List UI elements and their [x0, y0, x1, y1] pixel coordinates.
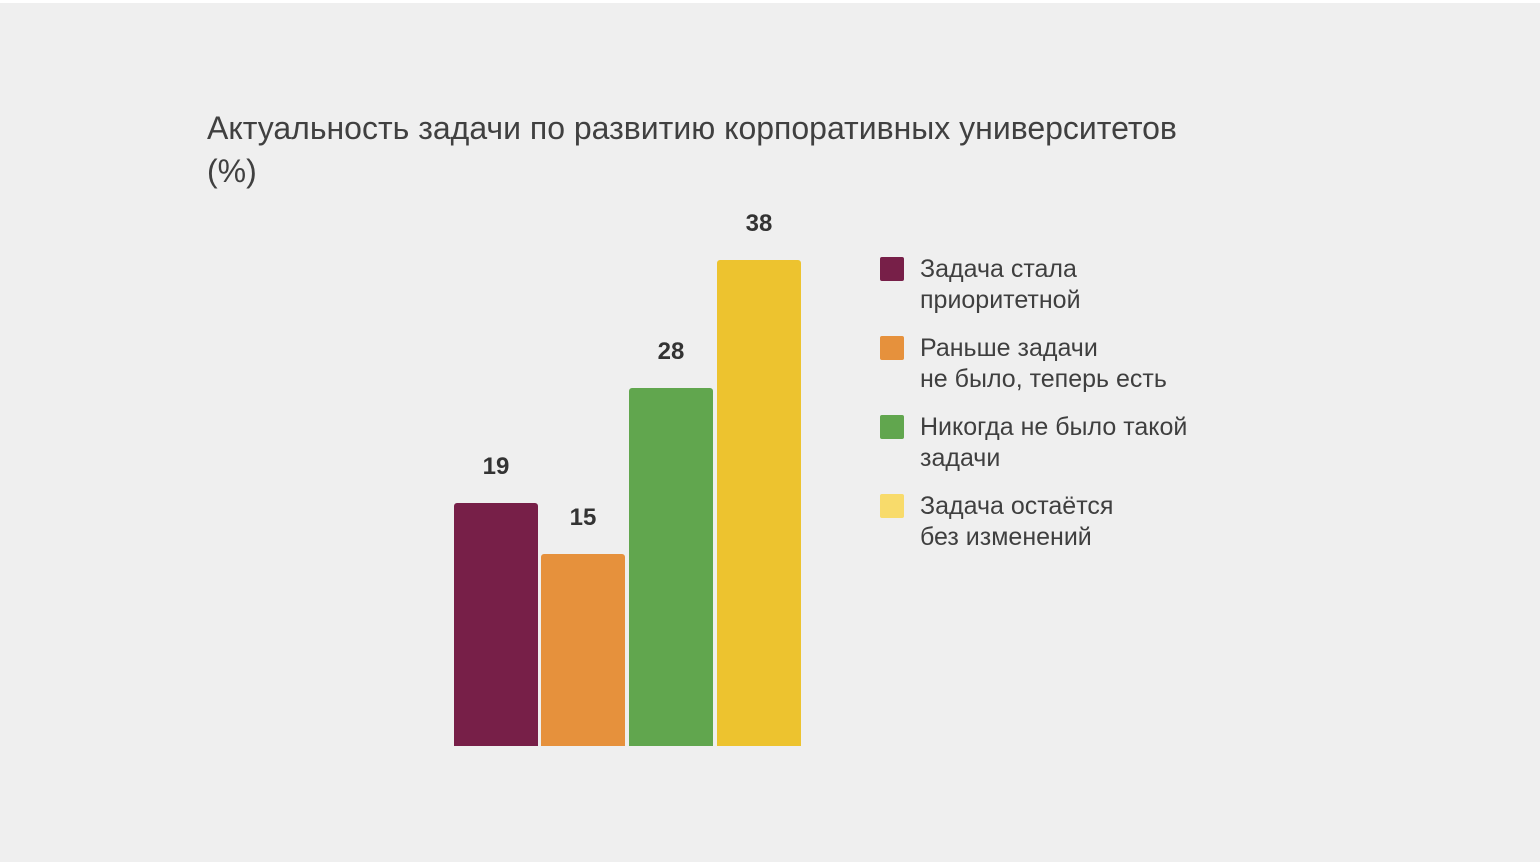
legend-label: Задача стала приоритетной — [920, 254, 1081, 316]
top-white-strip — [0, 0, 1540, 3]
legend-swatch-orange — [880, 336, 904, 360]
legend-label-line: без изменений — [920, 523, 1092, 551]
bar-3-никогда — [629, 387, 713, 746]
legend-label-line: задачи — [920, 444, 1001, 472]
legend-swatch-yellow — [880, 494, 904, 518]
bar-1-задача — [454, 502, 538, 746]
legend-label: Раньше задачи не было, теперь есть — [920, 333, 1167, 395]
legend-label-line: Никогда не было такой — [920, 413, 1188, 441]
chart-title-line-1: Актуальность задачи по развитию корпорат… — [207, 110, 1177, 146]
legend-item-never-task: Никогда не было такой задачи — [880, 412, 1187, 474]
bar-value-label-2: 15 — [569, 504, 597, 531]
legend-label: Никогда не было такой задачи — [920, 412, 1187, 474]
legend-item-priority: Задача стала приоритетной — [880, 254, 1187, 316]
bar-2-раньше — [541, 554, 625, 746]
legend-swatch-green — [880, 415, 904, 439]
bar-value-label-4: 38 — [745, 209, 773, 237]
legend-label-line: Раньше задачи — [920, 334, 1098, 362]
legend-label-line: не было, теперь есть — [920, 365, 1167, 393]
legend-swatch-maroon — [880, 257, 904, 281]
bottom-white-strip — [0, 862, 1540, 866]
bar-value-label-3: 28 — [657, 337, 685, 365]
chart-title-line-2: (%) — [207, 153, 257, 189]
legend-item-new-task: Раньше задачи не было, теперь есть — [880, 333, 1187, 395]
legend-label: Задача остаётся без изменений — [920, 491, 1113, 553]
legend-label-line: Задача стала — [920, 255, 1077, 283]
chart-legend: Задача стала приоритетной Раньше задачи … — [880, 254, 1187, 553]
bar-value-label-1: 19 — [482, 452, 510, 480]
legend-label-line: Задача остаётся — [920, 492, 1114, 520]
chart-title: Актуальность задачи по развитию корпорат… — [207, 107, 1407, 193]
bar-4-задача — [717, 259, 801, 746]
legend-label-line: приоритетной — [920, 286, 1081, 314]
legend-item-unchanged: Задача остаётся без изменений — [880, 491, 1187, 553]
